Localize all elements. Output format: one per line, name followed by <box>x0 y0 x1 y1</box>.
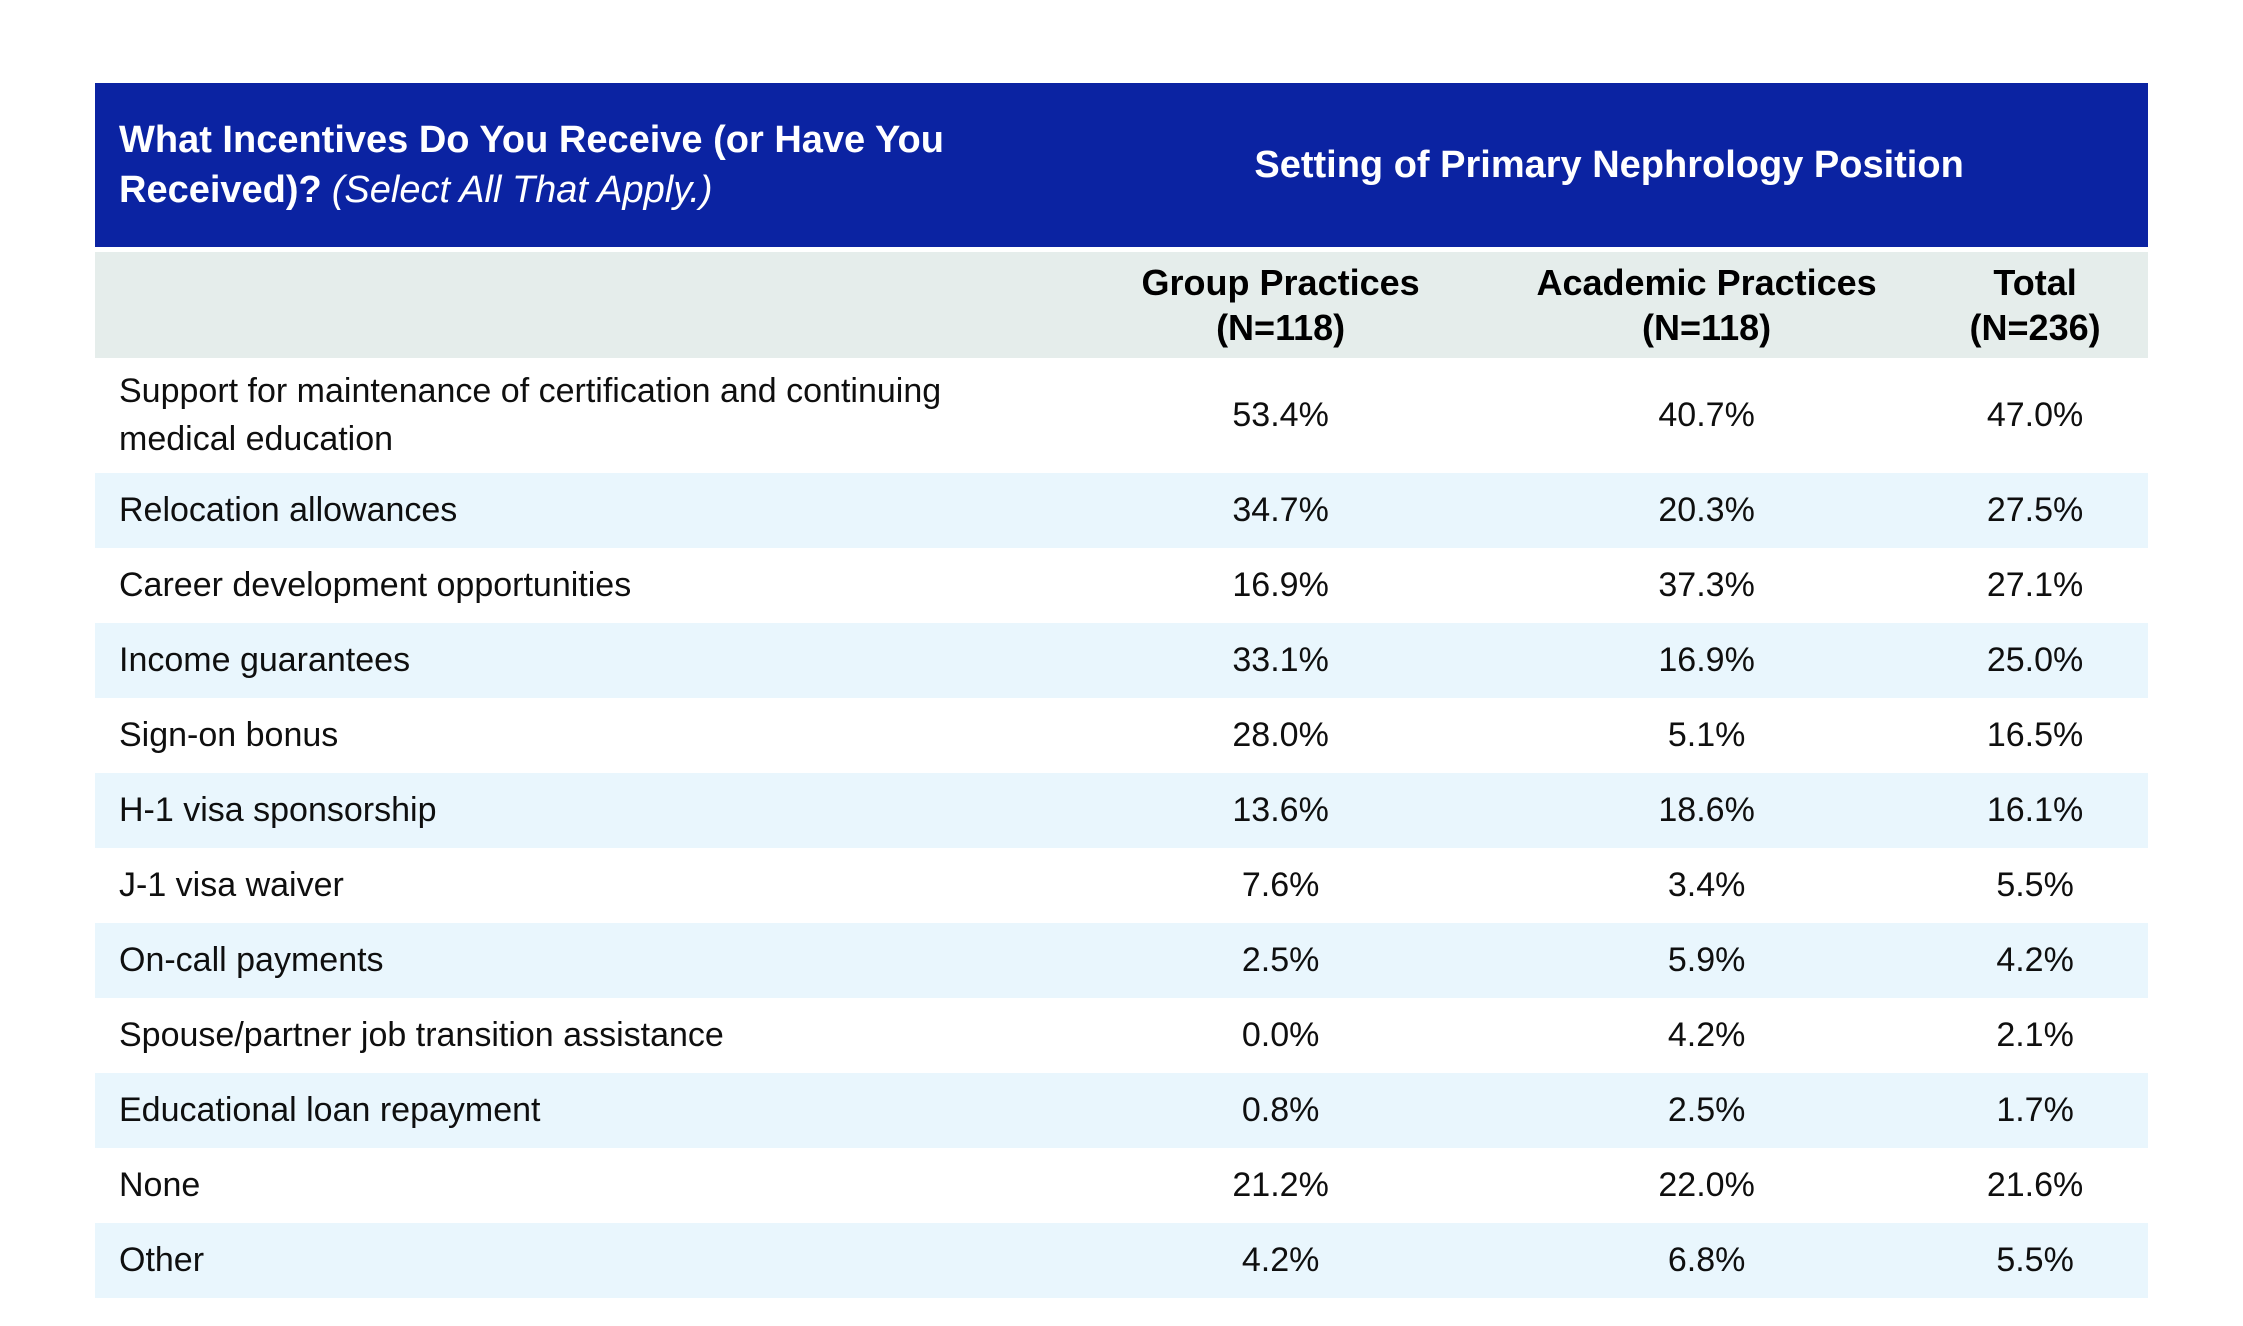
incentive-label: J-1 visa waiver <box>119 865 344 904</box>
group-practices-value: 7.6% <box>1241 866 1320 904</box>
total-value: 2.1% <box>1996 1016 2074 1054</box>
academic-practices-value: 37.3% <box>1658 566 1755 604</box>
table-row: Educational loan repayment 0.8% 2.5% 1.7… <box>95 1073 2148 1148</box>
incentive-label: Spouse/partner job transition assistance <box>119 1015 724 1054</box>
incentives-table: What Incentives Do You Receive (or Have … <box>95 83 2148 1298</box>
group-practices-value: 16.9% <box>1232 566 1329 604</box>
academic-practices-value: 40.7% <box>1658 396 1755 434</box>
column-header-row: Group Practices (N=118) Academic Practic… <box>95 252 2148 358</box>
setting-header: Setting of Primary Nephrology Position <box>1254 143 1964 186</box>
total-value: 5.5% <box>1996 1241 2074 1279</box>
column-header-group-practices: Group Practices (N=118) <box>1070 252 1491 358</box>
table-row: H-1 visa sponsorship 13.6% 18.6% 16.1% <box>95 773 2148 848</box>
header-separator <box>95 247 2148 252</box>
academic-practices-value: 18.6% <box>1658 791 1755 829</box>
table-row: Sign-on bonus 28.0% 5.1% 16.5% <box>95 698 2148 773</box>
question-text-bold: What Incentives Do You Receive (or Have … <box>119 118 944 211</box>
column-header-total: Total (N=236) <box>1922 252 2148 358</box>
academic-practices-value: 5.9% <box>1667 941 1746 979</box>
table-row: Other 4.2% 6.8% 5.5% <box>95 1223 2148 1298</box>
question-header-cell: What Incentives Do You Receive (or Have … <box>95 83 1070 247</box>
academic-practices-value: 16.9% <box>1658 641 1755 679</box>
incentive-label: H-1 visa sponsorship <box>119 790 437 829</box>
total-value: 47.0% <box>1986 396 2084 434</box>
academic-practices-value: 4.2% <box>1667 1016 1746 1054</box>
column-n: (N=118) <box>1642 307 1772 348</box>
column-n: (N=236) <box>1969 307 2101 348</box>
incentive-label: None <box>119 1165 201 1204</box>
column-name: Group Practices <box>1141 262 1420 303</box>
group-practices-value: 21.2% <box>1232 1166 1329 1204</box>
incentive-label: Sign-on bonus <box>119 715 339 754</box>
table-row: Career development opportunities 16.9% 3… <box>95 548 2148 623</box>
group-practices-value: 34.7% <box>1232 491 1329 529</box>
group-practices-value: 0.0% <box>1241 1016 1320 1054</box>
table-row: None 21.2% 22.0% 21.6% <box>95 1148 2148 1223</box>
table-row: Relocation allowances 34.7% 20.3% 27.5% <box>95 473 2148 548</box>
group-practices-value: 4.2% <box>1241 1241 1320 1279</box>
table-row: J-1 visa waiver 7.6% 3.4% 5.5% <box>95 848 2148 923</box>
table-row: Income guarantees 33.1% 16.9% 25.0% <box>95 623 2148 698</box>
incentive-label: On-call payments <box>119 940 384 979</box>
column-header-spacer <box>95 252 1070 358</box>
total-value: 5.5% <box>1996 866 2074 904</box>
group-practices-value: 0.8% <box>1241 1091 1320 1129</box>
total-value: 21.6% <box>1986 1166 2084 1204</box>
group-practices-value: 2.5% <box>1241 941 1320 979</box>
academic-practices-value: 22.0% <box>1658 1166 1755 1204</box>
incentive-label: Relocation allowances <box>119 490 458 529</box>
academic-practices-value: 3.4% <box>1667 866 1746 904</box>
column-header-academic-practices: Academic Practices (N=118) <box>1491 252 1922 358</box>
table-row: Spouse/partner job transition assistance… <box>95 998 2148 1073</box>
academic-practices-value: 6.8% <box>1667 1241 1746 1279</box>
academic-practices-value: 5.1% <box>1667 716 1746 754</box>
table-row: Support for maintenance of certification… <box>95 358 2148 473</box>
incentive-label: Other <box>119 1240 205 1279</box>
column-name: Total <box>1993 262 2077 303</box>
column-n: (N=118) <box>1216 307 1346 348</box>
table-body: Support for maintenance of certification… <box>95 358 2148 1298</box>
question-text-italic: (Select All That Apply.) <box>331 169 713 211</box>
question-text: What Incentives Do You Receive (or Have … <box>119 115 1040 215</box>
total-value: 27.1% <box>1986 566 2084 604</box>
group-practices-value: 13.6% <box>1232 791 1329 829</box>
academic-practices-value: 2.5% <box>1667 1091 1746 1129</box>
table-title-banner: What Incentives Do You Receive (or Have … <box>95 83 2148 247</box>
total-value: 27.5% <box>1986 491 2084 529</box>
incentive-label: Career development opportunities <box>119 565 632 604</box>
academic-practices-value: 20.3% <box>1658 491 1755 529</box>
total-value: 16.5% <box>1986 716 2084 754</box>
group-practices-value: 33.1% <box>1232 641 1329 679</box>
total-value: 1.7% <box>1996 1091 2074 1129</box>
group-practices-value: 28.0% <box>1232 716 1329 754</box>
column-name: Academic Practices <box>1536 262 1877 303</box>
total-value: 25.0% <box>1986 641 2084 679</box>
total-value: 16.1% <box>1986 791 2084 829</box>
total-value: 4.2% <box>1996 941 2074 979</box>
table-row: On-call payments 2.5% 5.9% 4.2% <box>95 923 2148 998</box>
incentive-label: Educational loan repayment <box>119 1090 541 1129</box>
group-practices-value: 53.4% <box>1232 396 1329 434</box>
incentive-label: Support for maintenance of certification… <box>119 371 942 458</box>
incentive-label: Income guarantees <box>119 640 411 679</box>
